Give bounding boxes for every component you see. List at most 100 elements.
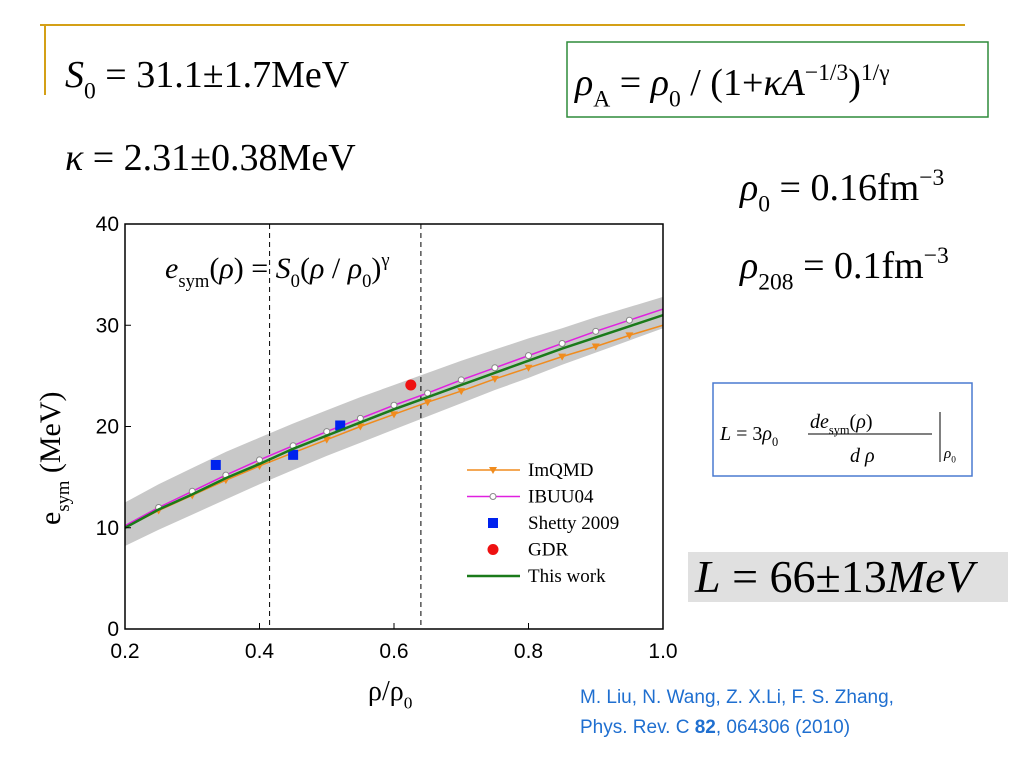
- formula-part: ρ: [761, 423, 772, 445]
- marker: [288, 449, 299, 460]
- formula-part: , 064306 (2010): [716, 717, 850, 738]
- uncertainty-band: [125, 296, 663, 546]
- formula: Phys. Rev. C 82, 064306 (2010): [580, 717, 850, 738]
- marker: [525, 352, 532, 360]
- formula-part: = 66±13: [721, 551, 887, 602]
- formula-part: e: [34, 512, 67, 525]
- formula-part: L: [694, 551, 721, 602]
- formula-part: γ: [380, 250, 389, 271]
- formula: ρ0: [943, 446, 956, 466]
- formula-part: −3: [919, 165, 944, 191]
- formula-part: ρ: [574, 62, 593, 104]
- y-tick-label: 0: [107, 618, 119, 641]
- marker: [423, 399, 432, 407]
- formula-part: ρ: [347, 252, 362, 285]
- marker: [558, 339, 566, 347]
- formula-box: [712, 382, 973, 477]
- formula-part: 0: [84, 78, 96, 104]
- formula-part: ): [371, 252, 381, 285]
- marker: [591, 343, 600, 351]
- marker: [490, 375, 499, 383]
- formula-part: de: [810, 411, 829, 433]
- x-tick-label: 0.4: [245, 640, 275, 663]
- x-tick-label: 0.8: [514, 640, 543, 663]
- legend-marker: [487, 544, 499, 555]
- formula-part: 0: [669, 86, 681, 112]
- formula-part: sym: [178, 271, 210, 292]
- formula-part: ρ/ρ: [368, 676, 404, 707]
- marker: [625, 316, 633, 324]
- formula-part: 0: [758, 191, 770, 217]
- marker: [491, 364, 499, 372]
- formula-part: ρ: [309, 252, 324, 285]
- formula-part: ): [866, 411, 873, 433]
- marker: [210, 459, 221, 470]
- marker: [457, 388, 466, 396]
- formula: κ = 2.31±0.38MeV: [65, 137, 356, 179]
- formula-part: S: [65, 54, 84, 96]
- formula-part: / (1+: [681, 62, 764, 104]
- formula-part: 0: [772, 435, 778, 449]
- legend-label: GDR: [528, 540, 568, 561]
- formula-part: (: [209, 252, 219, 285]
- formula: L = 3ρ0: [719, 423, 778, 449]
- formula-part: sym: [829, 423, 850, 437]
- result-highlight: [688, 552, 1008, 602]
- marker: [405, 379, 417, 391]
- formula-part: = 31.1±1.7MeV: [96, 54, 350, 96]
- y-tick-label: 30: [96, 314, 119, 337]
- series-line: [124, 313, 664, 529]
- formula-part: = 3: [731, 423, 762, 445]
- formula-part: /: [324, 252, 347, 285]
- formula-part: 0: [951, 456, 956, 466]
- formula-part: ): [848, 62, 861, 104]
- formula-part: = 0.1fm: [794, 245, 924, 287]
- formula-part: ρ: [739, 167, 758, 209]
- formula-part: M. Liu, N. Wang, Z. X.Li, F. S. Zhang,: [580, 687, 894, 708]
- x-tick-label: 1.0: [648, 640, 677, 663]
- formula: esym (MeV): [34, 392, 74, 525]
- formula-part: ρ: [943, 446, 951, 462]
- formula-part: 0: [404, 693, 413, 712]
- formula-box: [566, 41, 989, 118]
- formula-part: (MeV): [34, 392, 67, 481]
- formula: ρ/ρ0: [368, 676, 413, 712]
- legend-marker: [489, 467, 497, 474]
- formula-part: e: [165, 252, 178, 285]
- formula-part: −1/3: [805, 60, 848, 86]
- formula: ρ208 = 0.1fm−3: [739, 243, 949, 296]
- legend-label: Shetty 2009: [528, 513, 619, 534]
- formula-part: ρ: [218, 252, 233, 285]
- formula-part: L: [719, 423, 731, 445]
- formula-part: ρ: [855, 411, 866, 433]
- y-tick-label: 20: [96, 416, 119, 439]
- marker: [457, 376, 465, 384]
- legend-marker: [488, 518, 498, 528]
- formula-part: (: [300, 252, 310, 285]
- legend-marker: [489, 493, 497, 500]
- formula-part: = 2.31±0.38MeV: [83, 137, 356, 179]
- formula-part: 208: [758, 269, 793, 295]
- formula-part: (: [850, 411, 857, 433]
- formula-part: ρ: [739, 245, 758, 287]
- formula-part: κA: [763, 62, 805, 104]
- formula-part: 0: [362, 271, 371, 292]
- formula-part: 1/γ: [861, 60, 890, 86]
- y-tick-label: 40: [96, 213, 119, 236]
- legend-label: ImQMD: [528, 460, 593, 481]
- formula-part: MeV: [886, 551, 979, 602]
- formula-part: −3: [924, 243, 949, 269]
- formula-part: ) =: [234, 252, 276, 285]
- formula: ρ0 = 0.16fm−3: [739, 165, 944, 218]
- marker: [625, 332, 634, 340]
- marker: [335, 420, 346, 431]
- formula: esym(ρ) = S0(ρ / ρ0)γ: [165, 250, 390, 292]
- formula-part: 0: [291, 271, 300, 292]
- formula: desym(ρ): [810, 411, 873, 437]
- y-tick-label: 10: [96, 517, 119, 540]
- formula-part: Phys. Rev. C: [580, 717, 695, 738]
- marker: [592, 327, 600, 335]
- marker: [558, 353, 567, 361]
